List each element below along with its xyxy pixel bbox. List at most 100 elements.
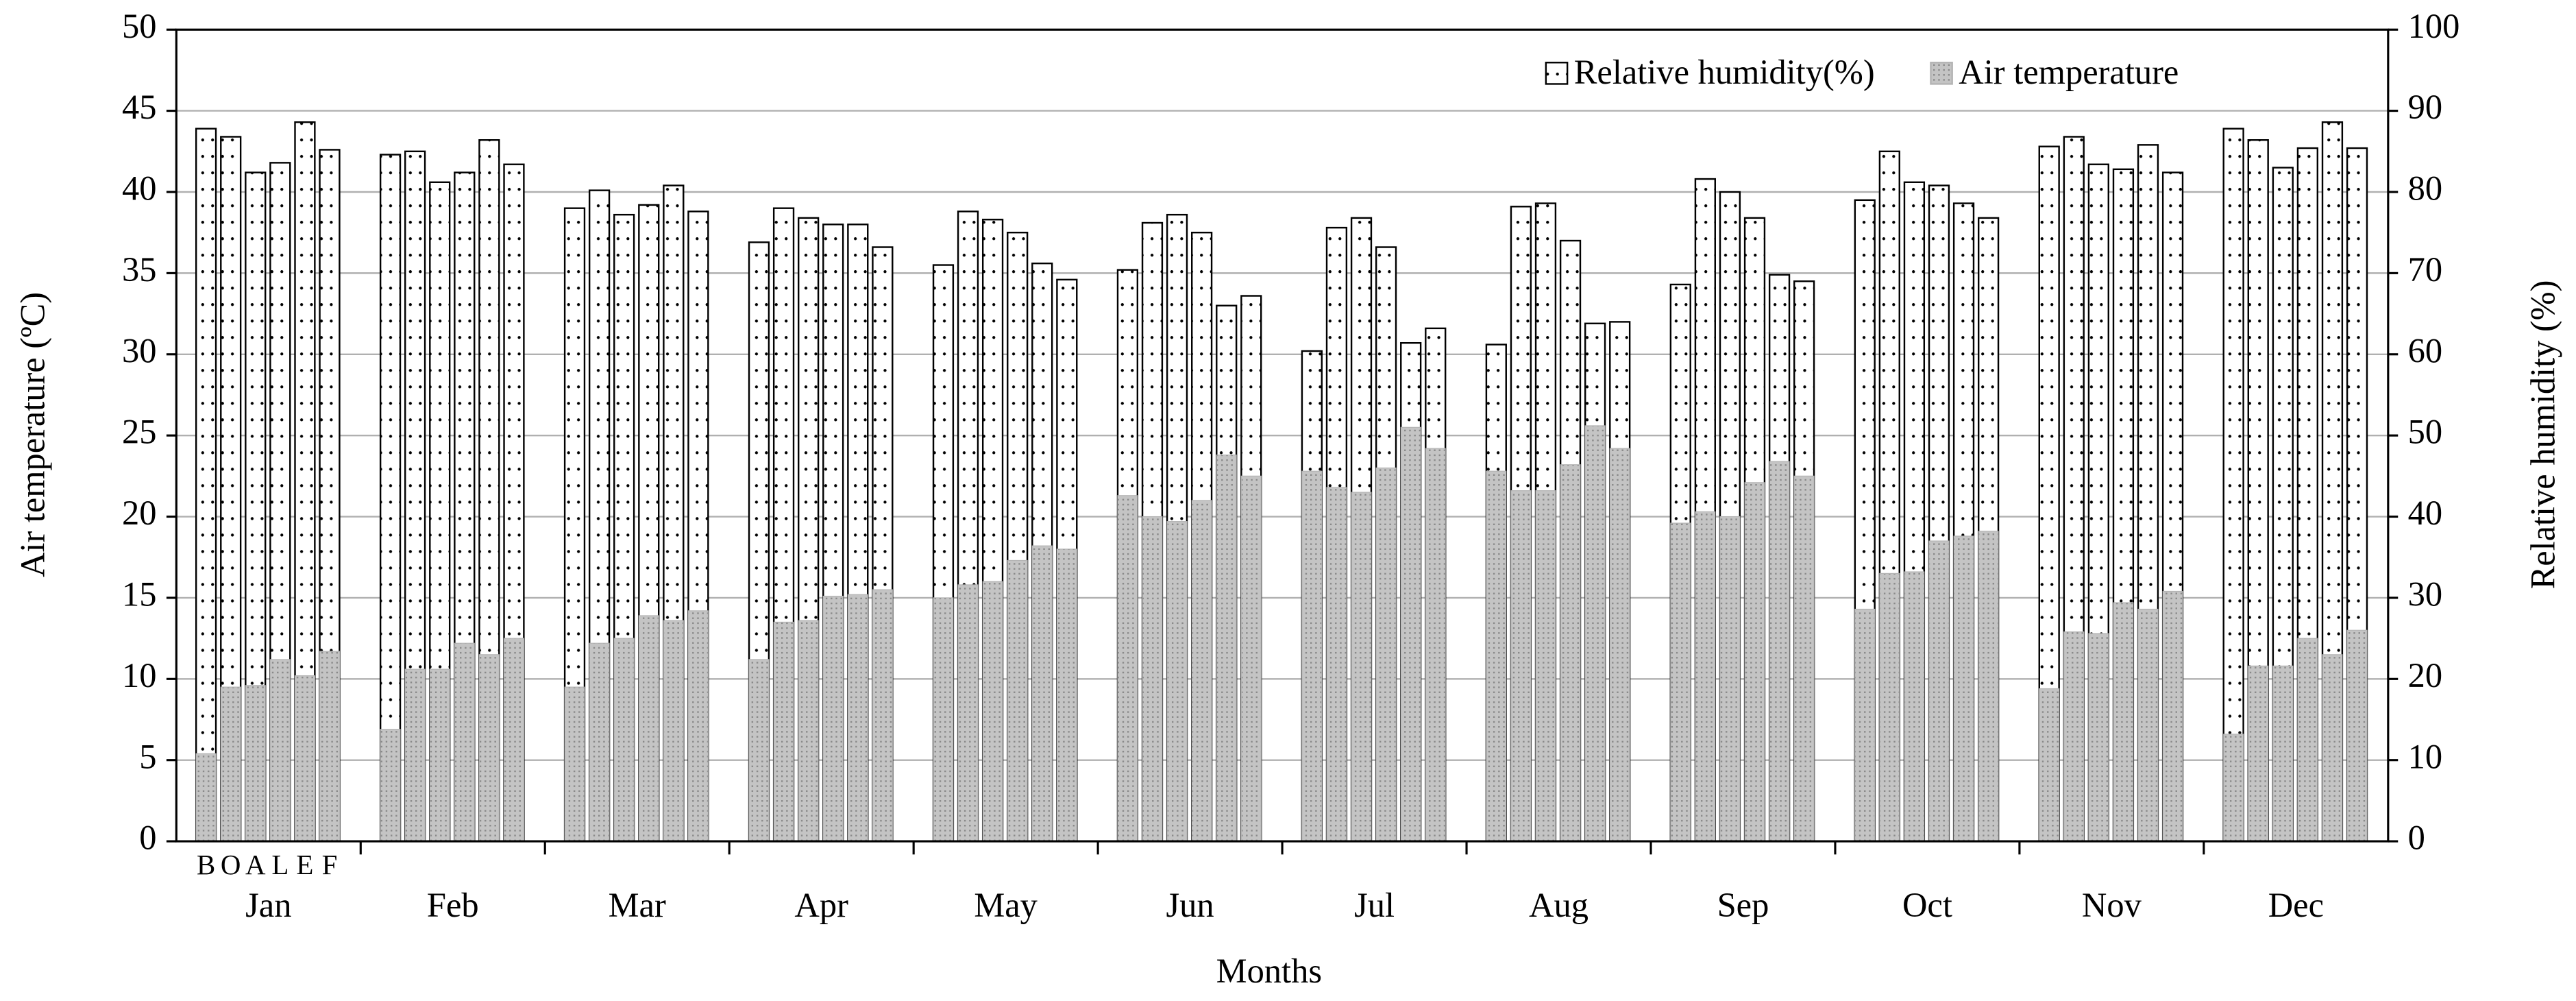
- y2-tick-label: 10: [2408, 737, 2442, 775]
- temperature-bar: [2063, 631, 2085, 842]
- y2-tick-label: 0: [2408, 819, 2425, 857]
- x-tick-label: Oct: [1902, 886, 1952, 924]
- y-tick-label: 35: [122, 250, 156, 289]
- temperature-bar: [1326, 487, 1347, 842]
- x-tick-label: Nov: [2082, 886, 2142, 924]
- temperature-bar: [1879, 572, 1900, 842]
- temperature-bar: [1056, 548, 1077, 842]
- temperature-bar: [822, 595, 844, 842]
- site-label: O: [221, 849, 241, 880]
- x-axis-title: Months: [1216, 952, 1322, 990]
- temperature-bar: [245, 685, 266, 842]
- x-tick-label: Apr: [794, 886, 848, 924]
- y2-tick-label: 60: [2408, 331, 2442, 370]
- y2-tick-label: 40: [2408, 494, 2442, 532]
- temperature-bar: [1854, 608, 1876, 842]
- y-tick-label: 10: [122, 656, 156, 695]
- legend-swatch: [1930, 62, 1953, 85]
- temperature-bar: [663, 620, 684, 842]
- temperature-bar: [1375, 467, 1397, 842]
- temperature-bar: [748, 659, 770, 842]
- temperature-bar: [933, 597, 954, 842]
- temperature-bar: [1695, 511, 1716, 842]
- temperature-bar: [1769, 461, 1790, 842]
- temperature-bar: [319, 651, 341, 842]
- temperature-bar: [773, 621, 794, 842]
- x-tick-label: Mar: [609, 886, 666, 924]
- humidity-bar: [379, 154, 402, 843]
- site-label: L: [271, 849, 289, 880]
- legend-swatch: [1545, 62, 1569, 85]
- y2-tick-label: 70: [2408, 250, 2442, 289]
- y-tick-label: 20: [122, 494, 156, 532]
- y2-tick-label: 100: [2408, 7, 2460, 45]
- y-tick-label: 30: [122, 331, 156, 370]
- y2-axis-title: Relative humidity (%): [2523, 280, 2562, 590]
- temperature-bar: [1904, 571, 1925, 842]
- temperature-bar: [1142, 516, 1163, 842]
- temperature-bar: [1240, 475, 1262, 842]
- temperature-bar: [2346, 629, 2368, 842]
- y2-tick-label: 90: [2408, 88, 2442, 126]
- x-tick-label: Aug: [1529, 886, 1588, 924]
- site-label: A: [245, 849, 266, 880]
- temperature-bar: [1793, 475, 1815, 842]
- legend-label: Relative humidity(%): [1574, 53, 1875, 91]
- y-tick-label: 0: [139, 819, 156, 857]
- temperature-bar: [2322, 654, 2343, 842]
- temperature-bar: [1425, 448, 1446, 842]
- temperature-bar: [2297, 638, 2318, 842]
- temperature-bar: [2088, 633, 2109, 842]
- y-tick-label: 50: [122, 7, 156, 45]
- temperature-bar: [1486, 470, 1507, 842]
- temperature-bar: [2113, 602, 2134, 842]
- x-tick-label: Sep: [1717, 886, 1769, 924]
- temperature-bar: [1560, 464, 1581, 842]
- x-tick-label: Jun: [1166, 886, 1214, 924]
- temperature-bar: [2272, 665, 2294, 842]
- y-tick-label: 45: [122, 88, 156, 126]
- temperature-bar: [454, 642, 475, 842]
- temperature-bar: [220, 686, 241, 842]
- temperature-bar: [2039, 688, 2060, 842]
- x-tick-label: Feb: [427, 886, 479, 924]
- temperature-bar: [1216, 454, 1237, 842]
- y2-tick-label: 50: [2408, 413, 2442, 451]
- temperature-bar: [1719, 516, 1741, 842]
- temperature-bar: [957, 584, 979, 842]
- x-tick-label: Jan: [245, 886, 291, 924]
- x-tick-label: Dec: [2268, 886, 2324, 924]
- temperature-bar: [1928, 540, 1950, 842]
- temperature-bar: [589, 642, 610, 842]
- y-tick-label: 40: [122, 169, 156, 208]
- y-axis-title: Air temperature (ºC): [13, 292, 51, 577]
- y-tick-label: 15: [122, 575, 156, 614]
- temperature-bar: [2137, 608, 2159, 842]
- temperature-bar: [872, 589, 893, 842]
- y2-tick-label: 20: [2408, 656, 2442, 695]
- site-label: B: [197, 849, 215, 880]
- temperature-bar: [1535, 490, 1556, 842]
- temperature-bar: [1031, 545, 1053, 842]
- temperature-bar: [1584, 425, 1606, 842]
- temperature-bar: [294, 675, 315, 842]
- temperature-bar: [638, 615, 659, 842]
- temperature-bar: [982, 581, 1003, 842]
- temperature-bar: [1301, 470, 1323, 842]
- humidity-bar: [2222, 128, 2244, 843]
- y-tick-label: 25: [122, 413, 156, 451]
- plot-frame: [175, 28, 2390, 843]
- temperature-bar: [1609, 448, 1630, 842]
- temperature-bar: [2248, 665, 2269, 842]
- x-tick-label: May: [974, 886, 1038, 924]
- y-tick-label: 5: [139, 737, 156, 775]
- temperature-bar: [1191, 500, 1212, 842]
- legend-label: Air temperature: [1959, 53, 2179, 91]
- temperature-bar: [195, 753, 217, 842]
- temperature-bar: [404, 668, 426, 842]
- temperature-bar: [2223, 734, 2244, 842]
- temperature-bar: [1953, 535, 1974, 842]
- temperature-bar: [1166, 521, 1188, 842]
